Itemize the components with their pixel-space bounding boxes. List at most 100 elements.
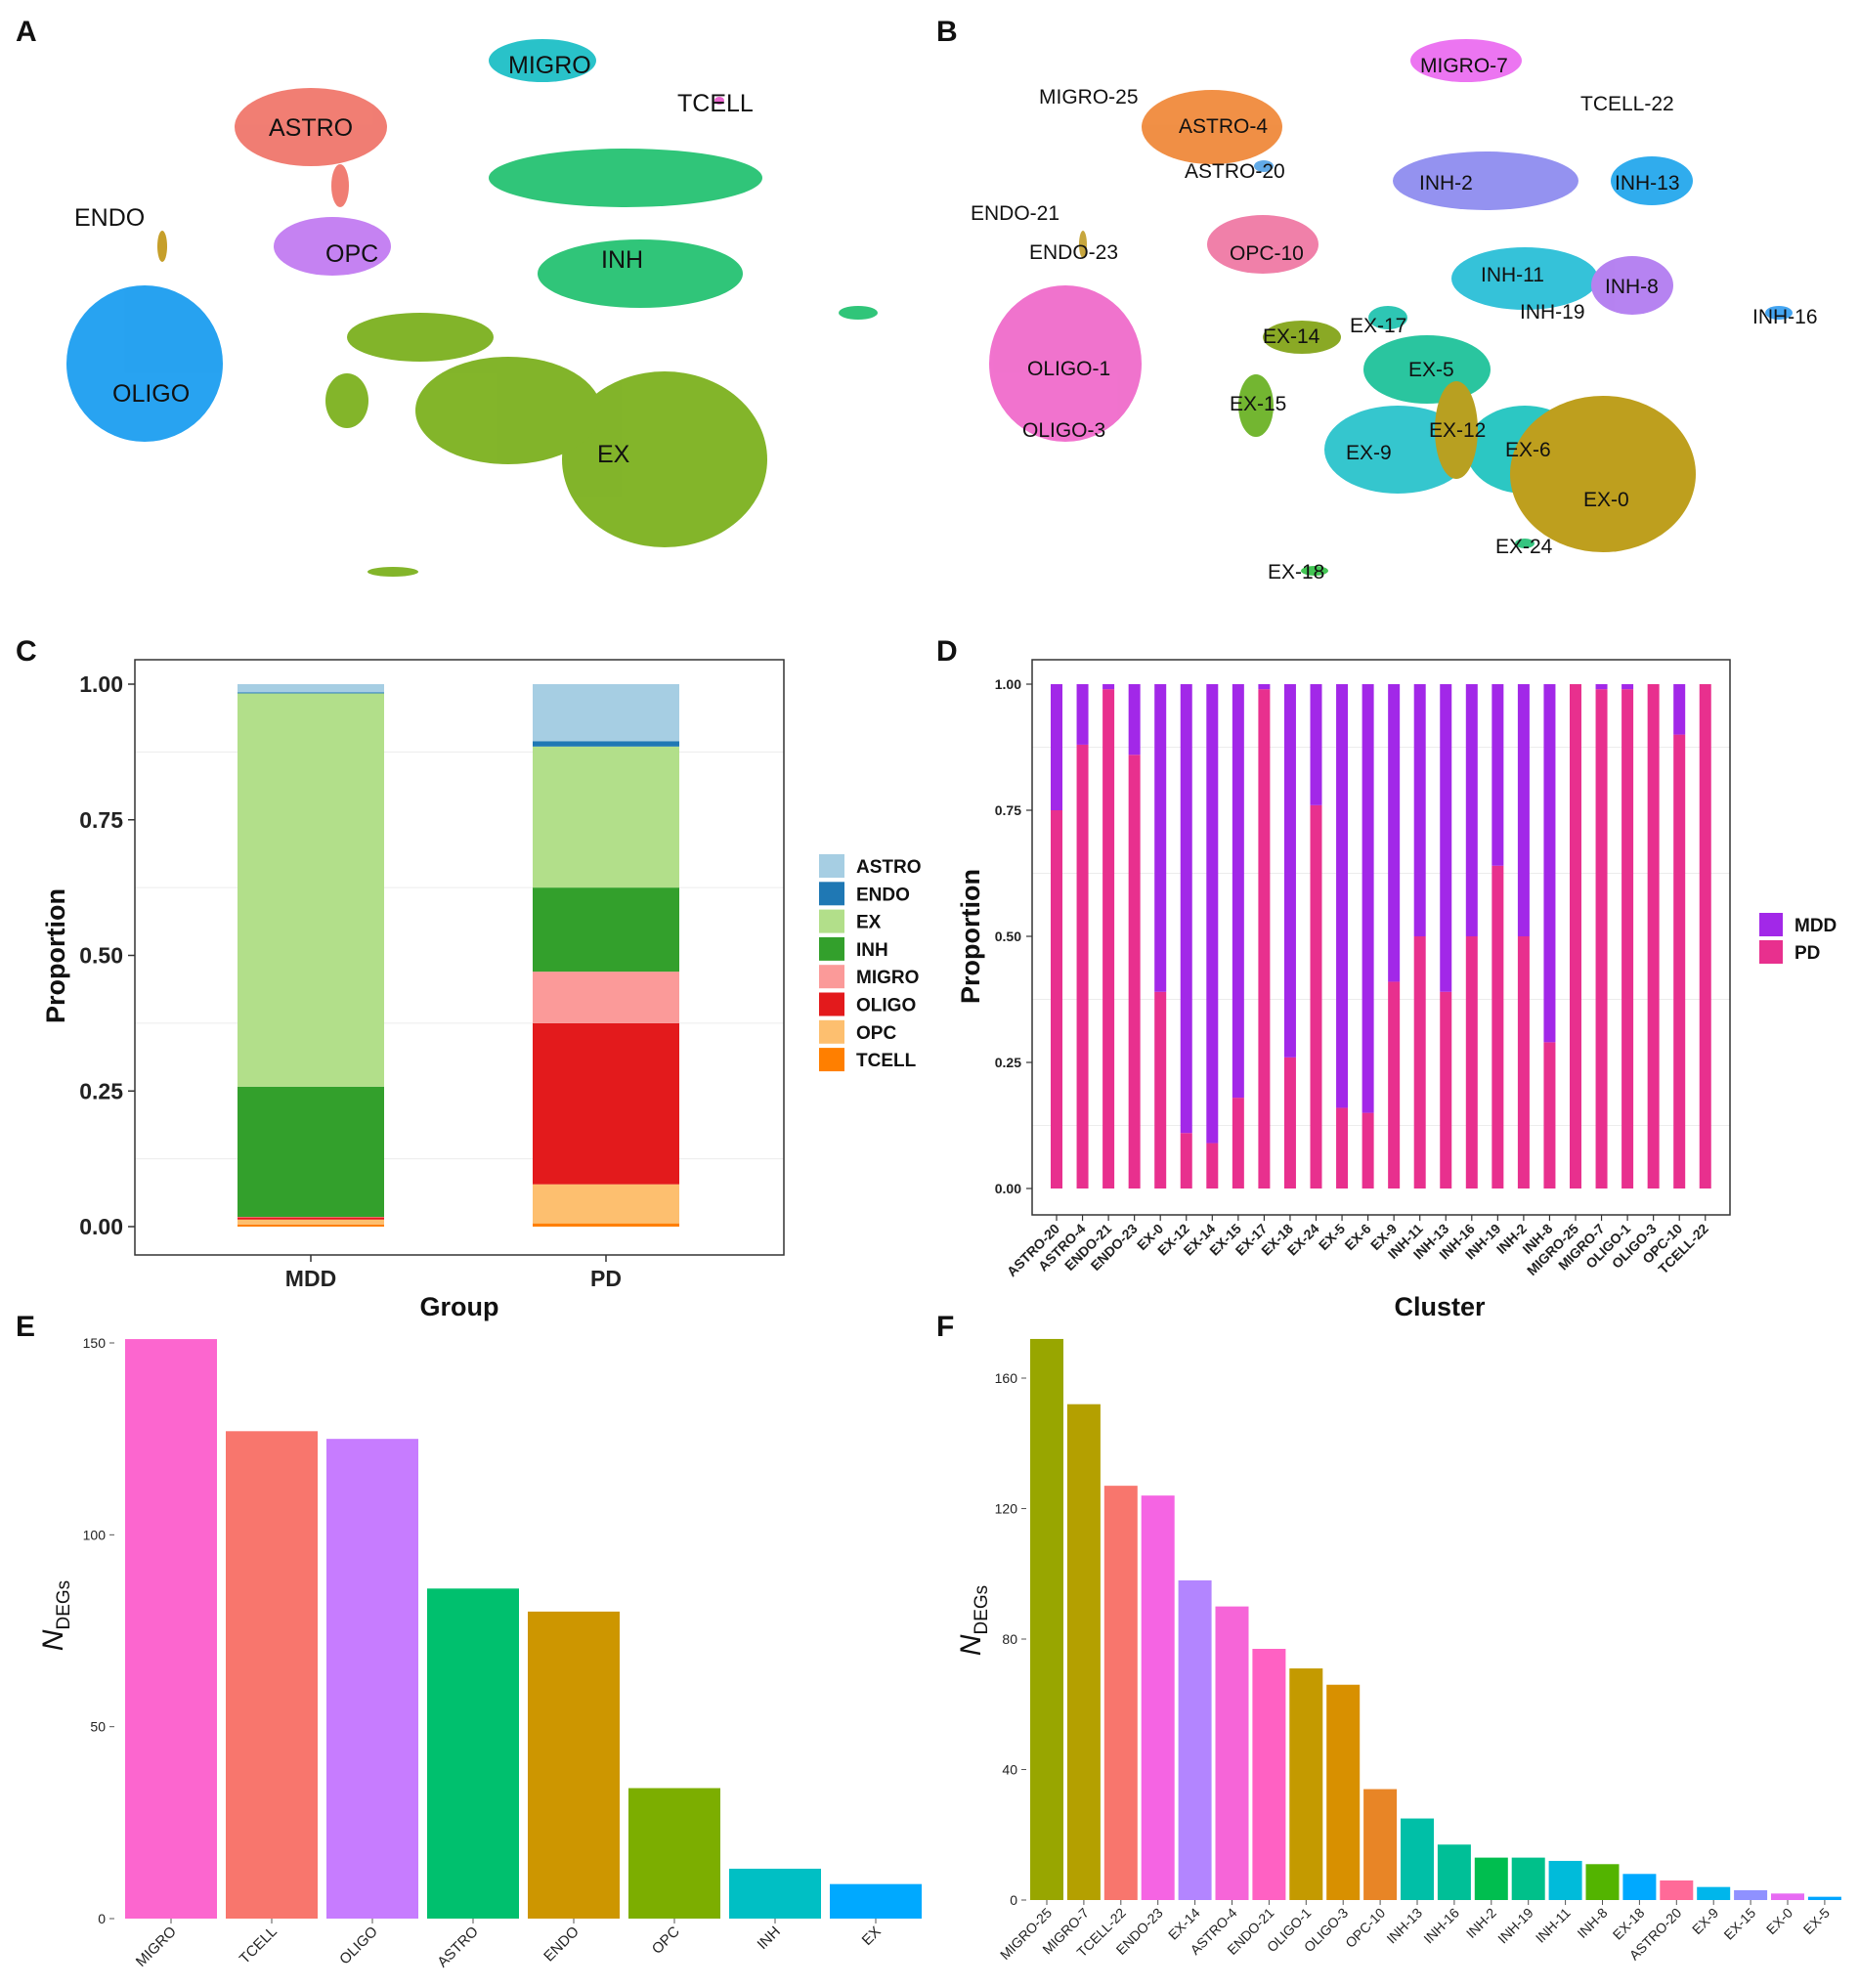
panel-d-bar-inh-2-pd	[1517, 936, 1530, 1188]
umap-a-label-tcell: TCELL	[677, 90, 754, 117]
umap-b-ex24-cluster	[1515, 539, 1535, 548]
umap-b-inh16-cluster	[1765, 306, 1793, 320]
panel-label-e: E	[16, 1311, 35, 1343]
panel-c-legend-swatch-migro	[819, 965, 844, 989]
panel-c-x-tick-label: PD	[590, 1266, 622, 1291]
panel-c-legend: ASTRO ENDO EX INH MIGRO OLIGO OPC TCELL	[819, 854, 922, 1072]
panel-c-legend-swatch-ex	[819, 909, 844, 933]
panel-c-bar-mdd-migro	[238, 1217, 384, 1218]
panel-d-bar-astro-4-mdd	[1076, 684, 1089, 745]
umap-b-label-ex17: EX-17	[1350, 315, 1406, 337]
panel-c-legend-label-oligo: OLIGO	[856, 996, 916, 1016]
umap-b-label-tcell22: TCELL-22	[1580, 93, 1674, 115]
panel-d-bar-oligo-1-mdd	[1621, 684, 1634, 690]
panel-d-bar-ex-17-pd	[1258, 689, 1271, 1188]
panel-d-bar-ex-15-mdd	[1232, 684, 1244, 1099]
umap-b-ex9-cluster	[1324, 406, 1471, 494]
panel-e-y-tick-label: 50	[90, 1719, 106, 1735]
panel-d-y-axis: 0.00 0.25 0.50 0.75 1.00	[995, 676, 1032, 1196]
panel-f-y-tick-label: 160	[995, 1370, 1018, 1386]
panel-c-legend-label-ex: EX	[856, 913, 882, 933]
panel-c-bars	[238, 684, 679, 1227]
panel-f-bar-oligo-1	[1289, 1668, 1323, 1900]
panel-d-y-axis-title: Proportion	[956, 869, 985, 1004]
panel-f-bar-ex-9	[1697, 1886, 1731, 1900]
umap-b-ex0-cluster	[1510, 396, 1696, 552]
umap-a-inh-cluster-small	[839, 306, 878, 320]
panel-f-bar-inh-8	[1585, 1864, 1620, 1900]
panel-c-bar-mdd-oligo	[238, 1217, 384, 1220]
panel-c-x-axis: MDD PD	[285, 1255, 622, 1291]
umap-b-label-astro4: ASTRO-4	[1179, 115, 1268, 138]
umap-b-inh13-cluster	[1611, 156, 1693, 205]
umap-b-label-inh11: INH-11	[1481, 264, 1544, 286]
umap-a-ex-cluster-bottom	[367, 567, 418, 577]
panel-e-y-axis: 0 50 100 150	[83, 1335, 114, 1926]
umap-b-ex18-cluster	[1301, 566, 1328, 576]
panel-d-y-tick-label: 0.25	[995, 1055, 1021, 1070]
umap-b-label-opc10: OPC-10	[1230, 242, 1304, 265]
panel-c-y-tick-label: 0.75	[79, 807, 123, 833]
umap-b-label-ex24: EX-24	[1495, 536, 1553, 558]
panel-d-bar-opc-10-mdd	[1673, 684, 1686, 735]
panel-f-y-tick-label: 80	[1002, 1631, 1017, 1647]
panel-d-bar-endo-21-mdd	[1102, 684, 1115, 690]
panel-d-bar-ex-14-pd	[1206, 1143, 1219, 1188]
panel-d-bar-inh-11-pd	[1413, 936, 1426, 1188]
umap-b-label-oligo1: OLIGO-1	[1027, 358, 1110, 380]
panel-d-bar-ex-12-mdd	[1180, 684, 1192, 1134]
panel-c-legend-label-endo: ENDO	[856, 885, 910, 905]
panel-f-bar-astro-4	[1215, 1606, 1249, 1900]
panel-d-y-tick-label: 0.00	[995, 1181, 1021, 1196]
panel-d-bar-oligo-3-pd	[1647, 684, 1660, 1188]
panel-d-bar-inh-8-pd	[1543, 1042, 1556, 1188]
umap-b-inh2-cluster	[1393, 151, 1578, 210]
panel-d-bar-inh-16-mdd	[1465, 684, 1478, 936]
umap-b-label-astro20: ASTRO-20	[1185, 160, 1285, 183]
panel-c-y-tick-label: 0.25	[79, 1078, 123, 1103]
panel-d-bars	[1051, 684, 1711, 1188]
umap-a-label-opc: OPC	[325, 240, 378, 268]
panel-c-bar-pd-opc	[533, 1184, 679, 1224]
panel-d-bar-ex-17-mdd	[1258, 684, 1271, 690]
umap-b-label-inh16: INH-16	[1752, 306, 1818, 328]
umap-a-label-inh: INH	[601, 246, 643, 274]
umap-a-tcell-cluster	[714, 97, 724, 105]
panel-e-bar-inh	[729, 1868, 821, 1919]
panel-c-bar-mdd-opc	[238, 1219, 384, 1225]
panel-c-y-tick-label: 1.00	[79, 671, 123, 697]
umap-b-label-ex18: EX-18	[1268, 561, 1324, 583]
panel-f-bar-inh-11	[1548, 1860, 1582, 1900]
panel-f-y-axis-title-sub: DEGs	[972, 1585, 992, 1635]
panel-label-b: B	[936, 16, 958, 48]
panel-e-bars	[125, 1339, 922, 1919]
umap-b-label-endo21: ENDO-21	[971, 202, 1059, 225]
panel-c-stacked-bar: C 0.000.250.500.751.00 MDD PD Proportion …	[16, 635, 922, 1321]
panel-f-bar-tcell-22	[1103, 1486, 1138, 1900]
umap-b-ex17-cluster	[1368, 306, 1407, 329]
panel-d-plot-border	[1031, 659, 1731, 1216]
panel-c-legend-swatch-astro	[819, 854, 844, 878]
panel-d-y-tick-label: 0.75	[995, 802, 1021, 818]
umap-a-migro-cluster	[489, 39, 596, 82]
panel-d-bar-ex-24-mdd	[1310, 684, 1322, 805]
panel-e-y-axis-title-main: N	[37, 1629, 69, 1651]
panel-d-legend-label-pd: PD	[1794, 943, 1820, 964]
panel-d-bar-ex-6-pd	[1362, 1112, 1374, 1188]
panel-e-bar-tcell	[226, 1431, 318, 1919]
panel-c-legend-swatch-endo	[819, 882, 844, 906]
panel-c-legend-swatch-opc	[819, 1019, 844, 1044]
panel-c-legend-label-opc: OPC	[856, 1023, 896, 1044]
panel-label-c: C	[16, 635, 37, 668]
panel-d-bar-inh-2-mdd	[1517, 684, 1530, 936]
panel-c-bar-pd-endo	[533, 741, 679, 747]
umap-b-label-inh8: INH-8	[1605, 276, 1659, 298]
panel-e-y-tick-label: 150	[83, 1335, 107, 1351]
panel-d-bar-inh-13-mdd	[1440, 684, 1452, 992]
panel-f-bars	[1030, 1338, 1841, 1900]
panel-f-bar-ex-18	[1622, 1874, 1657, 1900]
panel-f-y-axis-title-main: N	[955, 1634, 987, 1656]
panel-d-bar-ex-9-pd	[1388, 981, 1401, 1188]
umap-b-label-migro7: MIGRO-7	[1420, 55, 1508, 77]
